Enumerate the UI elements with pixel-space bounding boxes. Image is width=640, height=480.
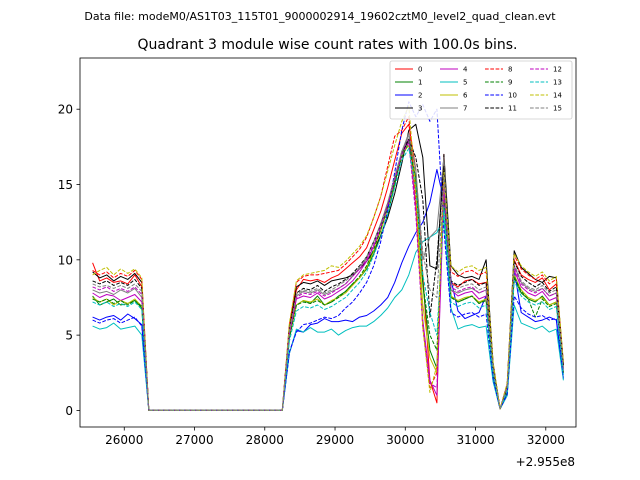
chart-suptitle: Data file: modeM0/AS1T03_115T01_90000029… — [84, 10, 556, 23]
x-tick-label: 30000 — [386, 433, 424, 447]
legend-label-8: 8 — [508, 66, 512, 74]
legend-label-5: 5 — [463, 79, 467, 87]
legend-label-9: 9 — [508, 79, 512, 87]
legend-label-13: 13 — [553, 79, 562, 87]
x-tick-label: 26000 — [105, 433, 143, 447]
x-tick-label: 29000 — [316, 433, 354, 447]
y-tick-label: 15 — [58, 178, 73, 192]
chart-title: Quadrant 3 module wise count rates with … — [138, 37, 518, 53]
y-tick-label: 10 — [58, 253, 73, 267]
legend-label-7: 7 — [463, 105, 467, 113]
y-tick-label: 0 — [65, 404, 73, 418]
legend-label-2: 2 — [418, 92, 422, 100]
series-line-12 — [92, 141, 564, 411]
series-line-15 — [92, 135, 564, 411]
legend-label-0: 0 — [418, 66, 422, 74]
y-tick-label: 5 — [65, 329, 73, 343]
x-offset-label: +2.955e8 — [516, 455, 575, 469]
plot-area: 26000 27000 28000 29000 30000 31000 3200005101… — [58, 57, 577, 447]
x-tick-label: 27000 — [175, 433, 213, 447]
legend-label-12: 12 — [553, 66, 562, 74]
legend-label-14: 14 — [553, 92, 562, 100]
legend-label-11: 11 — [508, 105, 517, 113]
legend-label-1: 1 — [418, 79, 422, 87]
legend-box — [389, 60, 573, 120]
y-tick-label: 20 — [58, 103, 73, 117]
axes-frame — [79, 57, 577, 428]
legend-label-4: 4 — [463, 66, 468, 74]
x-tick-label: 31000 — [456, 433, 494, 447]
x-tick-label: 28000 — [246, 433, 284, 447]
legend-label-15: 15 — [553, 105, 562, 113]
legend-label-10: 10 — [508, 92, 517, 100]
legend-label-6: 6 — [463, 92, 468, 100]
legend-label-3: 3 — [418, 105, 422, 113]
x-tick-label: 32000 — [527, 433, 565, 447]
